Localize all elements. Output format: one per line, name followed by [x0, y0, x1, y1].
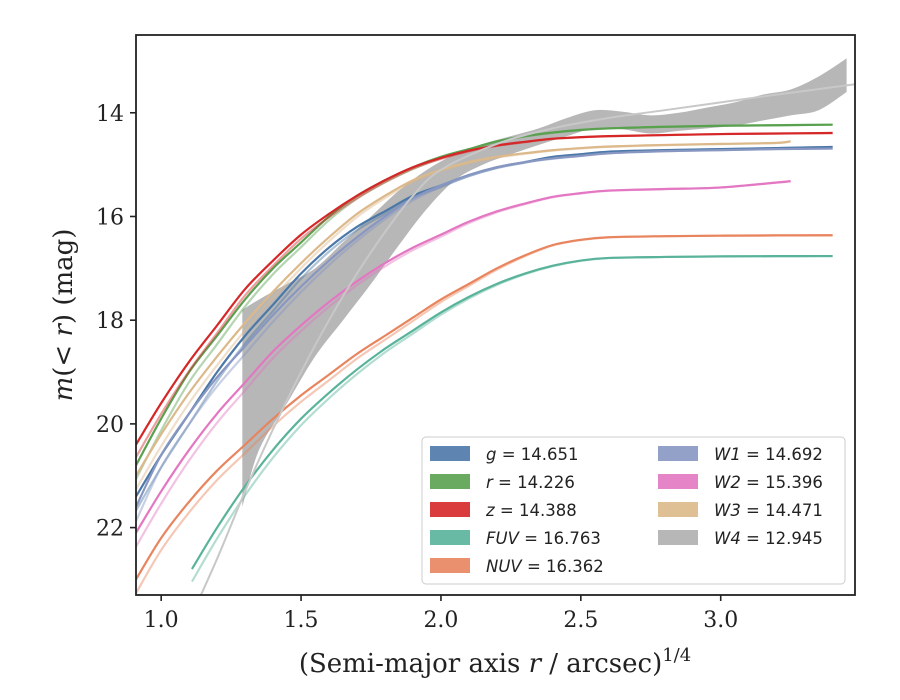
x-tick-label: 3.0	[703, 608, 738, 633]
x-tick-label: 2.0	[423, 608, 458, 633]
series-line-z	[136, 131, 833, 446]
legend-label-w4: W4 = 12.945	[714, 529, 823, 548]
legend-label-nuv: NUV = 16.362	[486, 557, 604, 576]
series-lines-layer	[136, 83, 855, 595]
legend-swatch-w4	[658, 530, 698, 545]
legend-label-g: g = 14.651	[486, 445, 579, 464]
legend-swatch-nuv	[430, 558, 470, 573]
w4-uncertainty-band-layer	[242, 58, 847, 507]
y-axis-label: m(< r) (mag)	[49, 229, 79, 402]
y-tick-label: 16	[96, 205, 124, 230]
series-line-nuv	[136, 234, 833, 581]
legend-label-w2: W2 = 15.396	[714, 473, 823, 492]
legend-swatch-w3	[658, 502, 698, 517]
series-line-fuv	[191, 254, 833, 570]
legend-swatch-w1	[658, 446, 698, 461]
y-axis-ticks: 14 16 18 20 22	[96, 102, 136, 542]
series-line-w1	[136, 147, 833, 508]
legend-label-w3: W3 = 14.471	[714, 501, 823, 520]
x-axis-ticks: 1.0 1.5 2.0 2.5 3.0	[144, 595, 738, 633]
legend-label-z: z = 14.388	[485, 501, 577, 520]
y-tick-label: 18	[96, 309, 124, 334]
series-line-w3	[136, 140, 791, 477]
y-tick-label: 22	[96, 517, 124, 542]
legend-swatch-w2	[658, 474, 698, 489]
y-tick-label: 14	[96, 102, 124, 127]
w4-band	[242, 58, 847, 507]
legend-label-fuv: FUV = 16.763	[486, 529, 601, 548]
legend-swatch-r	[430, 474, 470, 489]
x-tick-label: 2.5	[563, 608, 598, 633]
x-axis-label: (Semi-major axis r / arcsec)1/4	[299, 645, 691, 679]
legend-swatch-g	[430, 446, 470, 461]
x-tick-label: 1.0	[144, 608, 179, 633]
legend-box	[421, 436, 846, 585]
series-line-w2	[136, 180, 791, 534]
legend-label-r: r = 14.226	[486, 473, 575, 492]
series-line-w4-model	[199, 83, 855, 595]
y-tick-label: 20	[96, 413, 124, 438]
legend: g = 14.651 r = 14.226 z = 14.388 FUV = 16.7…	[421, 436, 846, 585]
legend-swatch-z	[430, 502, 470, 517]
legend-label-w1: W1 = 14.692	[714, 445, 823, 464]
legend-swatch-fuv	[430, 530, 470, 545]
x-tick-label: 1.5	[284, 608, 319, 633]
plot-frame	[135, 34, 856, 596]
